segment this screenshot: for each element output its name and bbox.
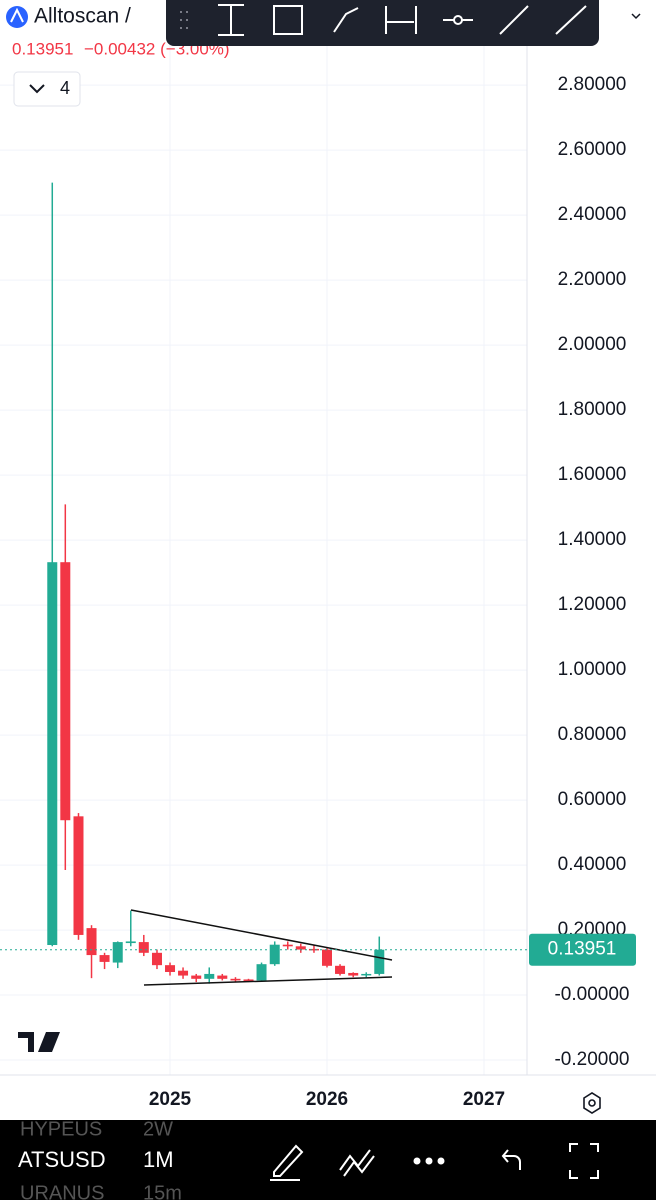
x-tick-label: 2026 [306,1089,348,1110]
x-tick-label: 2025 [149,1089,192,1110]
candle-body [178,970,189,976]
candle-body [230,978,241,981]
candle-body [322,949,333,966]
candle-body [217,975,228,979]
y-tick-label: 2.20000 [558,269,627,290]
tool-date-range[interactable] [385,6,417,34]
indicator-toggle[interactable] [13,71,81,107]
candle-body [361,973,372,976]
toolbar-icons [180,4,587,36]
trend-line[interactable] [143,976,393,986]
candle-body [112,942,123,963]
price: 0.13951 [12,39,73,58]
y-tick-label: 0.40000 [558,854,627,875]
interval-faded: 15m [143,1182,182,1200]
fullscreen-button[interactable] [569,1143,599,1179]
candle-body [282,944,293,947]
candle-body [73,816,84,935]
candle-body [151,952,162,966]
tool-trend-line[interactable] [555,5,587,35]
settings-icon-dot [588,1099,596,1107]
more-button[interactable] [413,1157,421,1165]
watermark [18,1032,60,1052]
x-tick-label: 2027 [463,1089,505,1110]
logo [6,6,28,28]
candle-body [335,965,346,974]
settings-icon[interactable] [583,1092,601,1114]
interval[interactable]: 1M [143,1147,174,1172]
candle-body [125,941,136,944]
candle-body [86,928,97,956]
y-tick-label: -0.20000 [554,1049,629,1070]
tool-rectangle[interactable] [273,5,303,35]
chevron-icon [631,13,641,20]
y-tick-label: 0.60000 [558,789,627,810]
y-tick-label: 1.20000 [558,594,627,615]
candle-body [60,562,71,821]
y-tick-label: 1.40000 [558,529,627,550]
drag-handle[interactable] [180,11,188,29]
y-tick-label: 1.00000 [558,659,627,680]
candle-body [99,955,110,962]
chevron-icon [29,84,45,94]
candle-body [256,964,267,981]
tool-arrow[interactable] [499,5,529,35]
interval-faded: 2W [143,1118,173,1140]
candle-body [191,975,202,979]
y-tick-label: 2.60000 [558,139,627,160]
candle-body [47,562,58,946]
last-price-label: 0.13951 [548,939,617,960]
indicator-count: 4 [60,78,70,98]
trend-line[interactable] [130,909,393,961]
indicator-button[interactable] [339,1149,375,1177]
candle-body [204,973,215,979]
candle-body [374,949,385,974]
symbol-faded: URANUS [20,1182,104,1200]
y-tick-label: 2.40000 [558,204,627,225]
candle-body [165,965,176,972]
logo-mark [10,7,24,23]
bottom-bar [0,1120,656,1200]
candle-body [308,948,319,951]
chart-title: Alltoscan / [34,5,131,28]
y-tick-label: 2.00000 [558,334,627,355]
candle-body [295,946,306,950]
last-price-box [529,933,636,966]
y-tick-label: 1.80000 [558,399,627,420]
draw-tool-button[interactable] [270,1144,304,1181]
y-tick-label: -0.00000 [554,984,629,1005]
y-tick-label: 0.80000 [558,724,627,745]
y-tick-label: 1.60000 [558,464,627,485]
y-tick-label: 2.80000 [558,74,627,95]
candle-body [348,972,359,976]
undo-button[interactable] [501,1149,521,1170]
symbol[interactable]: ATSUSD [18,1147,106,1172]
candle-body [138,942,149,953]
candle-body [269,944,280,965]
tool-range[interactable] [218,4,244,36]
symbol-faded: HYPEUS [20,1118,102,1140]
tool-path[interactable] [333,7,359,33]
candle-body [243,979,254,981]
